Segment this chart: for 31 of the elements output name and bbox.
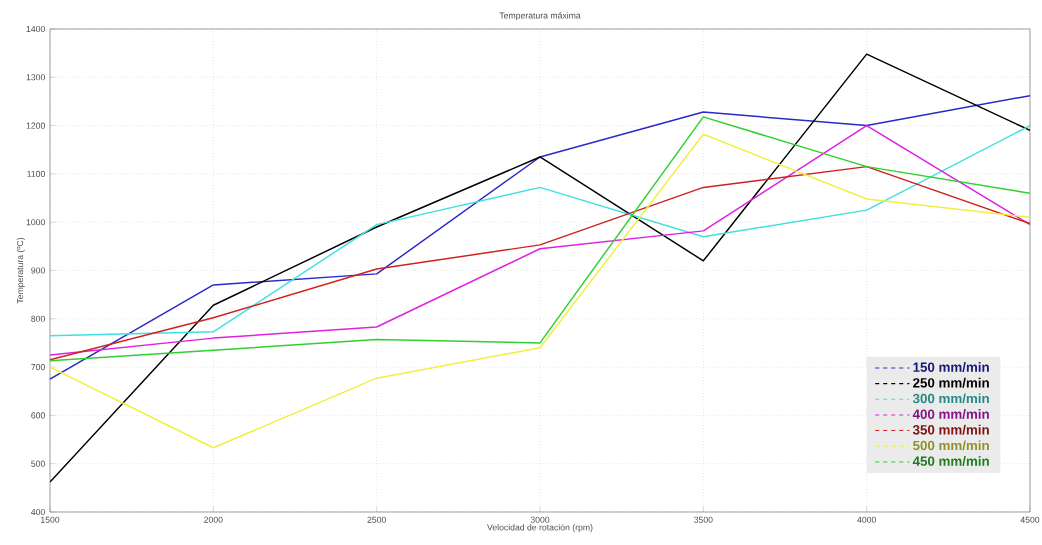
x-tick-label: 3000 bbox=[530, 516, 550, 523]
x-tick-label: 2500 bbox=[367, 516, 386, 523]
y-tick-label: 600 bbox=[31, 412, 45, 419]
y-tick-label: 500 bbox=[31, 460, 45, 467]
x-tick-label: 4500 bbox=[1020, 516, 1040, 523]
legend-label: 450 mm/min bbox=[912, 456, 989, 467]
y-axis-title: Temperatura (ºC) bbox=[16, 237, 25, 304]
legend-label: 400 mm/min bbox=[912, 409, 989, 420]
y-tick-label: 400 bbox=[31, 508, 45, 516]
x-tick-label: 4000 bbox=[857, 516, 876, 523]
line-series bbox=[50, 53, 1030, 483]
legend-label: 250 mm/min bbox=[913, 377, 989, 388]
y-tick-label: 1100 bbox=[27, 170, 45, 177]
legend-label: 350 mm/min bbox=[912, 424, 989, 435]
chart-title: Temperatura máxima bbox=[499, 12, 581, 21]
x-tick-label: 1500 bbox=[41, 516, 60, 523]
y-tick-label: 1300 bbox=[26, 74, 45, 81]
legend-label: 500 mm/min bbox=[913, 440, 989, 451]
y-tick-label: 1400 bbox=[26, 25, 45, 33]
y-tick-label: 1000 bbox=[26, 219, 45, 226]
x-axis-title: Velocidad de rotación (rpm) bbox=[487, 523, 593, 533]
x-tick-label: 2000 bbox=[204, 516, 223, 523]
y-tick-label: 1200 bbox=[26, 122, 45, 129]
line-series bbox=[50, 165, 1030, 361]
legend-label: 150 mm/min bbox=[913, 362, 989, 373]
x-tick-label: 3500 bbox=[694, 516, 713, 523]
y-tick-label: 700 bbox=[31, 364, 45, 371]
legend-label: 300 mm/min bbox=[912, 393, 989, 404]
y-tick-label: 800 bbox=[31, 315, 45, 322]
y-tick-label: 900 bbox=[31, 267, 45, 274]
line-series bbox=[50, 133, 1030, 449]
